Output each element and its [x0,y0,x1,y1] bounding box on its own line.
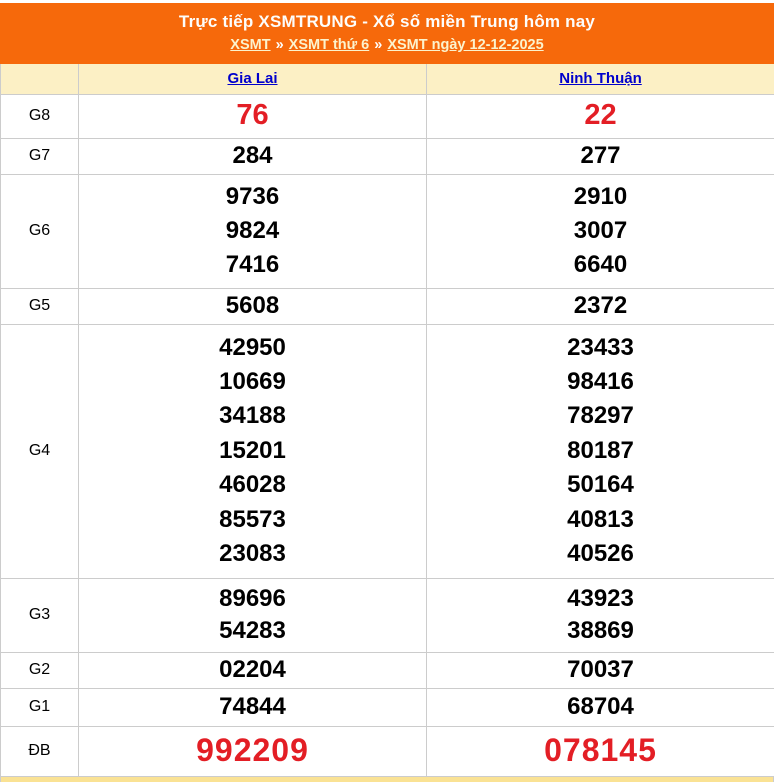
result-cell: 284 [79,138,427,174]
result-number: 38869 [567,618,634,644]
province-link-ninh-thuan[interactable]: Ninh Thuận [559,70,642,87]
result-number: 80187 [567,438,634,464]
prize-label-g8: G8 [29,107,50,124]
result-number: 68704 [567,693,634,720]
result-number: 078145 [544,732,657,768]
prize-label-g4: G4 [29,442,50,459]
prize-row-g2: G2 02204 70037 [1,652,774,688]
result-number: 02204 [219,656,286,683]
result-number: 89696 [219,586,286,612]
result-cell: 277 [427,138,774,174]
result-cell: 42950 10669 34188 15201 46028 85573 2308… [79,324,427,578]
result-cell: 68704 [427,688,774,726]
breadcrumb-separator: » [374,37,382,53]
results-table: Gia Lai Ninh Thuận G8 76 22 G7 284 277 G… [0,64,774,777]
result-number: 15201 [219,438,286,464]
result-number: 5608 [226,292,279,319]
result-cell: 02204 [79,652,427,688]
result-number: 46028 [219,472,286,498]
table-header-row: Gia Lai Ninh Thuận [1,64,774,94]
breadcrumb-separator: » [276,37,284,53]
prize-label-g1: G1 [29,698,50,715]
page-header: Trực tiếp XSMTRUNG - Xổ số miền Trung hô… [0,3,774,64]
result-number: 7416 [226,252,279,278]
result-number: 2372 [574,292,627,319]
result-cell: 22 [427,94,774,138]
prize-row-g1: G1 74844 68704 [1,688,774,726]
prize-row-g7: G7 284 277 [1,138,774,174]
result-number: 9824 [226,218,279,244]
result-cell: 43923 38869 [427,578,774,652]
prize-row-g3: G3 89696 54283 43923 38869 [1,578,774,652]
province-link-gia-lai[interactable]: Gia Lai [227,70,277,87]
result-number: 2910 [574,184,627,210]
result-cell: 23433 98416 78297 80187 50164 40813 4052… [427,324,774,578]
corner-cell [1,64,79,94]
result-number: 76 [236,99,268,131]
result-number: 42950 [219,335,286,361]
result-number: 23083 [219,541,286,567]
result-number: 22 [584,99,616,131]
result-number: 34188 [219,403,286,429]
result-cell: 89696 54283 [79,578,427,652]
number-stack: 89696 54283 [79,581,426,650]
result-number: 98416 [567,369,634,395]
breadcrumb-link-xsmt-ngay-12-12-2025[interactable]: XSMT ngày 12-12-2025 [387,37,543,53]
prize-row-g8: G8 76 22 [1,94,774,138]
number-stack: 2910 3007 6640 [427,177,774,286]
result-cell: 992209 [79,726,427,776]
result-number: 6640 [574,252,627,278]
result-cell: 9736 9824 7416 [79,174,427,288]
prize-label-g2: G2 [29,661,50,678]
result-number: 277 [580,142,620,169]
breadcrumb: XSMT»XSMT thứ 6»XSMT ngày 12-12-2025 [0,37,774,53]
result-cell: 2372 [427,288,774,324]
result-number: 78297 [567,403,634,429]
prize-label-g3: G3 [29,606,50,623]
prize-row-g4: G4 42950 10669 34188 15201 46028 85573 2… [1,324,774,578]
prize-label-g7: G7 [29,147,50,164]
result-number: 40526 [567,541,634,567]
result-number: 74844 [219,693,286,720]
number-stack: 23433 98416 78297 80187 50164 40813 4052… [427,327,774,576]
number-stack: 43923 38869 [427,581,774,650]
column-header-gia-lai: Gia Lai [79,64,427,94]
result-cell: 70037 [427,652,774,688]
number-stack: 9736 9824 7416 [79,177,426,286]
result-number: 9736 [226,184,279,210]
breadcrumb-link-xsmt-thu-6[interactable]: XSMT thứ 6 [289,37,370,53]
result-number: 284 [232,142,272,169]
result-number: 43923 [567,586,634,612]
result-cell: 76 [79,94,427,138]
prize-label-g5: G5 [29,297,50,314]
prize-label-g6: G6 [29,222,50,239]
result-number: 23433 [567,335,634,361]
result-cell: 078145 [427,726,774,776]
result-number: 50164 [567,472,634,498]
result-number: 70037 [567,656,634,683]
prize-row-g6: G6 9736 9824 7416 2910 3007 6640 [1,174,774,288]
prize-row-g5: G5 5608 2372 [1,288,774,324]
result-number: 3007 [574,218,627,244]
column-header-ninh-thuan: Ninh Thuận [427,64,774,94]
prize-label-db: ĐB [28,742,50,759]
breadcrumb-link-xsmt[interactable]: XSMT [230,37,270,53]
result-cell: 2910 3007 6640 [427,174,774,288]
result-number: 10669 [219,369,286,395]
number-stack: 42950 10669 34188 15201 46028 85573 2308… [79,327,426,576]
result-number: 40813 [567,507,634,533]
result-cell: 5608 [79,288,427,324]
result-number: 54283 [219,618,286,644]
prize-row-db: ĐB 992209 078145 [1,726,774,776]
result-cell: 74844 [79,688,427,726]
page-title: Trực tiếp XSMTRUNG - Xổ số miền Trung hô… [0,12,774,32]
result-number: 992209 [196,732,309,768]
result-number: 85573 [219,507,286,533]
